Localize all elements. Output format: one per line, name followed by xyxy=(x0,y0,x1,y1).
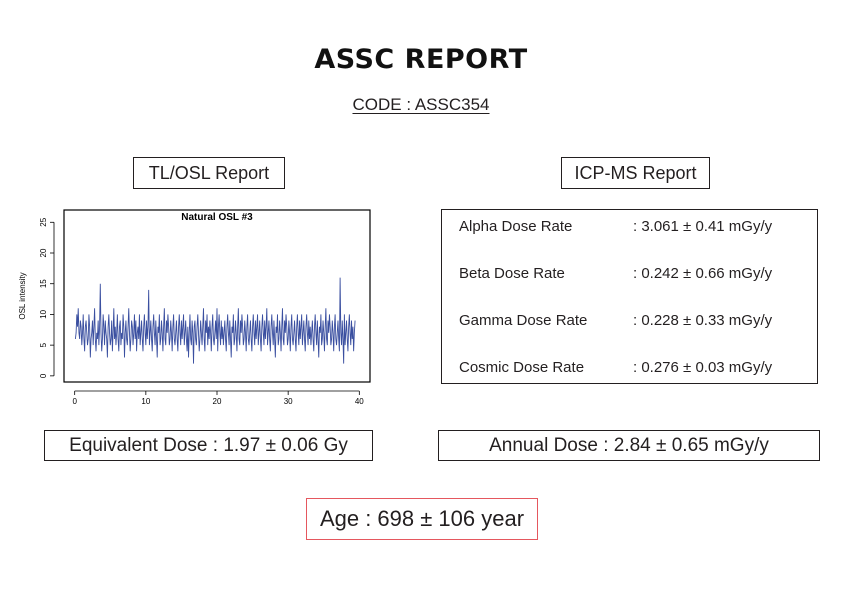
x-tick-label: 10 xyxy=(141,397,150,406)
y-tick-label: 10 xyxy=(39,309,48,318)
dose-row-cosmic: Cosmic Dose Rate : 0.276 ± 0.03 mGy/y xyxy=(459,358,809,378)
beta-dose-label: Beta Dose Rate xyxy=(459,265,565,282)
dose-row-gamma: Gamma Dose Rate : 0.228 ± 0.33 mGy/y xyxy=(459,311,809,331)
x-tick-label: 40 xyxy=(355,397,364,406)
osl-chart: Natural OSL #3 OSL intensity 0 10 20 30 40 0 5… xyxy=(18,209,371,406)
dose-row-beta: Beta Dose Rate : 0.242 ± 0.66 mGy/y xyxy=(459,264,809,284)
cosmic-dose-label: Cosmic Dose Rate xyxy=(459,359,585,376)
y-tick-label: 5 xyxy=(39,342,48,347)
axes: 0 10 20 30 40 0 5 10 15 20 25 xyxy=(39,217,364,406)
age-result-box: Age : 698 ± 106 year xyxy=(306,498,538,540)
report-code-text: CODE : ASSC354 xyxy=(352,95,490,114)
gamma-dose-value: : 0.228 ± 0.33 mGy/y xyxy=(633,312,773,329)
gamma-dose-label: Gamma Dose Rate xyxy=(459,312,588,329)
chart-title: Natural OSL #3 xyxy=(181,212,253,223)
cosmic-dose-value: : 0.276 ± 0.03 mGy/y xyxy=(633,359,773,376)
y-axis-label: OSL intensity xyxy=(18,272,27,319)
dose-row-alpha: Alpha Dose Rate : 3.061 ± 0.41 mGy/y xyxy=(459,217,809,237)
report-code: CODE : ASSC354 xyxy=(0,95,842,115)
osl-series-line xyxy=(74,277,356,364)
x-tick-label: 20 xyxy=(213,397,222,406)
y-tick-label: 20 xyxy=(39,248,48,257)
annual-dose-box: Annual Dose : 2.84 ± 0.65 mGy/y xyxy=(438,430,820,461)
y-tick-label: 25 xyxy=(39,217,48,226)
equivalent-dose-box: Equivalent Dose : 1.97 ± 0.06 Gy xyxy=(44,430,373,461)
report-title: ASSC REPORT xyxy=(314,44,528,75)
alpha-dose-label: Alpha Dose Rate xyxy=(459,218,573,235)
y-tick-label: 0 xyxy=(39,373,48,378)
beta-dose-value: : 0.242 ± 0.66 mGy/y xyxy=(633,265,773,282)
tl-osl-report-heading: TL/OSL Report xyxy=(133,157,285,189)
x-tick-label: 30 xyxy=(284,397,293,406)
icp-ms-report-heading: ICP-MS Report xyxy=(561,157,710,189)
dose-rate-table: Alpha Dose Rate : 3.061 ± 0.41 mGy/y Bet… xyxy=(441,209,818,384)
plot-frame xyxy=(63,209,371,383)
y-tick-label: 15 xyxy=(39,279,48,288)
alpha-dose-value: : 3.061 ± 0.41 mGy/y xyxy=(633,218,773,235)
x-tick-label: 0 xyxy=(72,397,77,406)
